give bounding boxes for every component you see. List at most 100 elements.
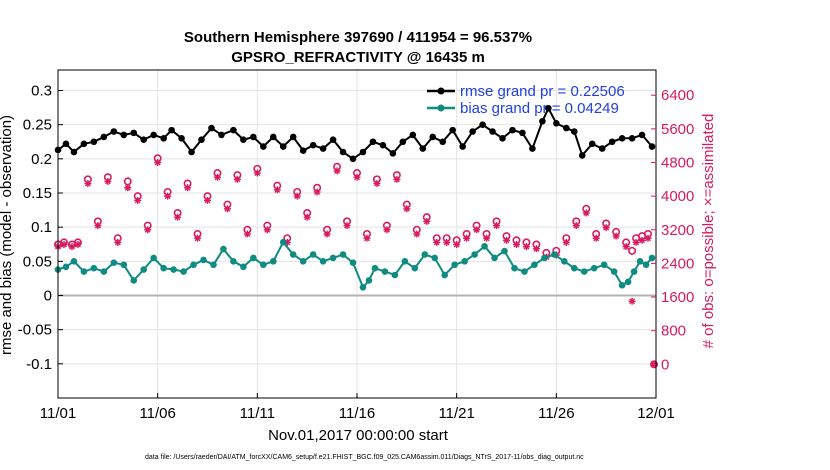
obs-assimilated-marker (582, 209, 590, 217)
bias-series-point (471, 251, 478, 258)
chart-subtitle: GPSRO_REFRACTIVITY @ 16435 m (231, 49, 485, 66)
rmse-series-point (359, 148, 367, 156)
bias-series-point (636, 258, 644, 265)
obs-assimilated-stroke (68, 243, 75, 250)
obs-assimilated-marker (194, 234, 202, 242)
left-y-tick-label: 0.1 (31, 219, 52, 236)
rmse-series-point (279, 143, 287, 150)
obs-assimilated-stroke (214, 174, 221, 181)
obs-assimilated-marker (273, 186, 281, 194)
obs-assimilated-stroke (154, 159, 161, 166)
left-y-tick-label: 0.15 (23, 185, 52, 202)
bias-series-point (329, 254, 337, 262)
bias-series-point (570, 264, 578, 272)
obs-assimilated-marker (323, 230, 331, 238)
obs-assimilated-stroke (629, 298, 636, 305)
obs-assimilated-stroke (493, 222, 500, 229)
obs-assimilated-marker (622, 243, 630, 251)
bias-series-point (411, 264, 419, 272)
left-y-tick-label: 0 (44, 288, 52, 305)
obs-assimilated-marker (628, 297, 636, 305)
obs-assimilated-marker (343, 222, 351, 230)
rmse-series-point (429, 133, 437, 141)
bias-series-point (441, 271, 449, 279)
obs-assimilated-stroke (423, 218, 430, 225)
obs-assimilated-stroke (134, 197, 141, 204)
rmse-series-point (230, 126, 237, 134)
obs-assimilated-marker (124, 184, 132, 192)
bias-series-point (551, 251, 558, 258)
x-tick-label: 11/16 (339, 405, 375, 422)
rmse-series-point (648, 143, 656, 150)
bias-series-point (70, 258, 78, 265)
obs-assimilated-marker (592, 234, 600, 242)
left-y-tick-label: 0.2 (31, 151, 52, 168)
bias-series-point (359, 284, 367, 291)
right-y-tick-label: 800 (661, 323, 686, 340)
obs-assimilated-stroke (473, 226, 480, 233)
left-y-tick-label: -0.05 (18, 322, 52, 339)
bias-series-point (130, 277, 138, 284)
obs-assimilated-marker (263, 226, 271, 234)
rmse-series-point (539, 117, 546, 125)
rmse-series-point (168, 126, 175, 134)
bias-series-point (190, 261, 197, 269)
bias-series-point (501, 247, 508, 255)
right-y-tick-label: 3200 (661, 222, 694, 239)
obs-assimilated-marker (463, 234, 471, 242)
rmse-series-point (489, 128, 496, 135)
obs-assimilated-stroke (94, 222, 101, 229)
bias-series-point (120, 261, 128, 269)
bias-series-point (401, 258, 409, 265)
bias-series-point (491, 254, 498, 262)
rmse-series-point (289, 133, 297, 141)
obs-assimilated-marker (403, 205, 411, 213)
rmse-series-point (309, 141, 317, 149)
rmse-series-point (240, 136, 247, 143)
obs-assimilated-marker (423, 217, 431, 225)
bias-series-point (624, 278, 632, 286)
obs-assimilated-marker (353, 173, 361, 181)
left-y-tick-label: 0.05 (23, 253, 52, 270)
left-y-tick-label: 0.25 (23, 117, 52, 134)
footnote-data-file: data file: /Users/raeder/DAI/ATM_forcXX/… (145, 454, 584, 461)
right-y-tick-label: 2400 (661, 255, 694, 272)
obs-assimilated-marker (562, 238, 570, 246)
legend: rmse grand pr = 0.22506 bias grand pr = … (427, 83, 625, 117)
obs-assimilated-stroke (174, 214, 181, 221)
bias-series-point (140, 266, 148, 273)
bias-series-point (511, 264, 518, 272)
rmse-series-point (319, 145, 327, 152)
bias-series-point (642, 261, 650, 269)
bias-series-point (391, 271, 399, 279)
rmse-series-point (150, 131, 157, 139)
obs-assimilated-stroke (523, 243, 530, 250)
obs-assimilated-stroke (84, 180, 91, 187)
rmse-series-point (299, 147, 307, 154)
bias-series-point (170, 266, 177, 273)
obs-assimilated-marker (144, 226, 152, 234)
obs-assimilated-marker (632, 238, 640, 246)
bias-series-point (160, 264, 167, 272)
obs-assimilated-stroke (503, 237, 510, 244)
obs-assimilated-marker (373, 180, 381, 188)
obs-assimilated-stroke (633, 239, 640, 246)
x-tick-label: 11/26 (538, 405, 574, 422)
obs-assimilated-stroke (373, 180, 380, 187)
obs-assimilated-marker (94, 222, 102, 230)
obs-assimilated-marker (393, 175, 401, 183)
rmse-series-point (339, 148, 347, 156)
obs-assimilated-marker (532, 245, 540, 253)
obs-assimilated-stroke (314, 188, 321, 195)
chart-title: Southern Hemisphere 397690 / 411954 = 96… (184, 29, 532, 46)
bias-series-point (80, 268, 88, 275)
bias-series-point (371, 264, 379, 272)
obs-assimilated-stroke (304, 214, 311, 221)
legend-bias-label: bias grand pr = 0.04249 (460, 100, 619, 117)
rmse-series-point (80, 140, 88, 148)
obs-assimilated-marker (303, 213, 311, 221)
bias-series-point (279, 238, 287, 246)
bias-series-point (481, 243, 488, 250)
